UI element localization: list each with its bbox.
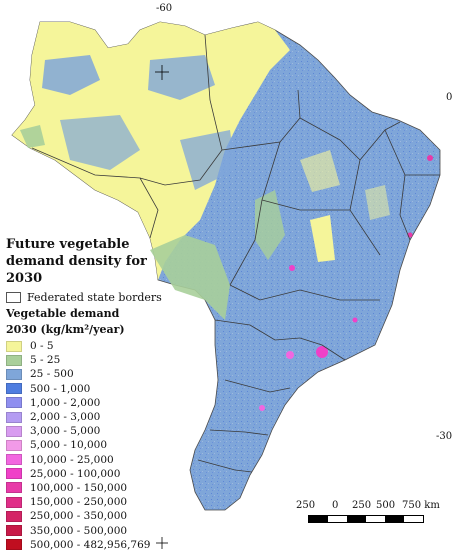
legend-subtitle-line1: Vegetable demand bbox=[6, 307, 120, 320]
blue-patch bbox=[148, 55, 215, 100]
legend-class-label: 2,000 - 3,000 bbox=[30, 411, 101, 424]
legend-swatch bbox=[6, 439, 22, 451]
latitude-label: 0 bbox=[446, 92, 453, 103]
green-patch bbox=[255, 190, 285, 260]
legend-class-label: 150,000 - 250,000 bbox=[30, 496, 128, 509]
legend-class-label: 3,000 - 5,000 bbox=[30, 425, 101, 438]
legend-title-line2: demand density for 2030 bbox=[6, 254, 147, 286]
legend-class-item: 1,000 - 2,000 bbox=[6, 396, 166, 410]
legend-class-item: 3,000 - 5,000 bbox=[6, 424, 166, 438]
graticule-cross bbox=[155, 65, 169, 549]
scale-bar-graphic bbox=[308, 515, 424, 523]
legend-class-item: 0 - 5 bbox=[6, 339, 166, 353]
legend-swatch bbox=[6, 397, 22, 409]
legend-class-item: 150,000 - 250,000 bbox=[6, 495, 166, 509]
legend-swatch bbox=[6, 482, 22, 494]
legend-class-label: 10,000 - 25,000 bbox=[30, 453, 114, 466]
legend-swatch bbox=[6, 354, 22, 366]
legend-swatch bbox=[6, 539, 22, 551]
state-borders bbox=[31, 34, 440, 473]
blue-patch bbox=[180, 130, 235, 190]
legend-swatch bbox=[6, 496, 22, 508]
latitude-label: -30 bbox=[436, 431, 453, 442]
scale-label: 500 bbox=[376, 500, 396, 511]
scale-label: 750 km bbox=[402, 500, 440, 511]
legend-class-item: 2,000 - 3,000 bbox=[6, 410, 166, 424]
legend-class-item: 250,000 - 350,000 bbox=[6, 509, 166, 523]
legend-class-item: 350,000 - 500,000 bbox=[6, 523, 166, 537]
longitude-label: -60 bbox=[156, 3, 173, 14]
legend-subtitle-line2: 2030 (kg/km²/year) bbox=[6, 323, 125, 336]
hotspot bbox=[286, 351, 294, 359]
legend-class-item: 10,000 - 25,000 bbox=[6, 453, 166, 467]
legend-class-label: 25,000 - 100,000 bbox=[30, 467, 121, 480]
legend-swatch bbox=[6, 525, 22, 537]
hotspot bbox=[259, 405, 265, 411]
scale-bar: 250 0 250 500 750 km bbox=[296, 500, 446, 530]
legend-swatch bbox=[6, 368, 22, 380]
scale-labels: 250 0 250 500 750 km bbox=[296, 500, 446, 512]
border-label: Federated state borders bbox=[27, 291, 162, 304]
green-patch bbox=[20, 125, 45, 148]
low-density-patch bbox=[310, 215, 335, 262]
legend-swatch bbox=[6, 383, 22, 395]
blue-patch bbox=[42, 55, 100, 95]
legend-class-label: 1,000 - 2,000 bbox=[30, 396, 101, 409]
hotspot bbox=[427, 155, 433, 161]
legend-class-label: 500 - 1,000 bbox=[30, 382, 91, 395]
legend-class-label: 350,000 - 500,000 bbox=[30, 524, 128, 537]
legend-swatch bbox=[6, 454, 22, 466]
hotspot bbox=[352, 317, 358, 323]
legend-class-item: 5 - 25 bbox=[6, 353, 166, 367]
legend-class-label: 5 - 25 bbox=[30, 354, 61, 367]
green-patch bbox=[150, 235, 230, 320]
scale-label: 250 bbox=[352, 500, 372, 511]
legend-class-label: 5,000 - 10,000 bbox=[30, 439, 108, 452]
legend-swatch bbox=[6, 340, 22, 352]
hotspot bbox=[289, 265, 295, 271]
legend-swatch bbox=[6, 411, 22, 423]
scale-label: 250 bbox=[296, 500, 316, 511]
map-legend: Future vegetable demand density for 2030… bbox=[6, 236, 166, 552]
legend-border-entry: Federated state borders bbox=[6, 291, 166, 304]
low-density-patch bbox=[300, 150, 340, 192]
legend-class-item: 25,000 - 100,000 bbox=[6, 467, 166, 481]
legend-class-label: 250,000 - 350,000 bbox=[30, 510, 128, 523]
blue-patch bbox=[60, 115, 140, 170]
legend-class-label: 25 - 500 bbox=[30, 368, 74, 381]
legend-class-item: 25 - 500 bbox=[6, 367, 166, 381]
legend-class-label: 0 - 5 bbox=[30, 340, 54, 353]
legend-class-label: 100,000 - 150,000 bbox=[30, 481, 128, 494]
legend-swatch bbox=[6, 425, 22, 437]
legend-class-item: 500 - 1,000 bbox=[6, 382, 166, 396]
legend-swatch bbox=[6, 510, 22, 522]
legend-class-item: 100,000 - 150,000 bbox=[6, 481, 166, 495]
legend-swatch bbox=[6, 468, 22, 480]
legend-title-line1: Future vegetable bbox=[6, 237, 130, 252]
legend-class-item: 5,000 - 10,000 bbox=[6, 438, 166, 452]
scale-label: 0 bbox=[332, 500, 339, 511]
legend-class-label: 500,000 - 482,956,769 bbox=[30, 538, 151, 551]
hotspot bbox=[316, 346, 328, 358]
low-density-patch bbox=[365, 185, 390, 220]
border-swatch bbox=[6, 292, 21, 303]
